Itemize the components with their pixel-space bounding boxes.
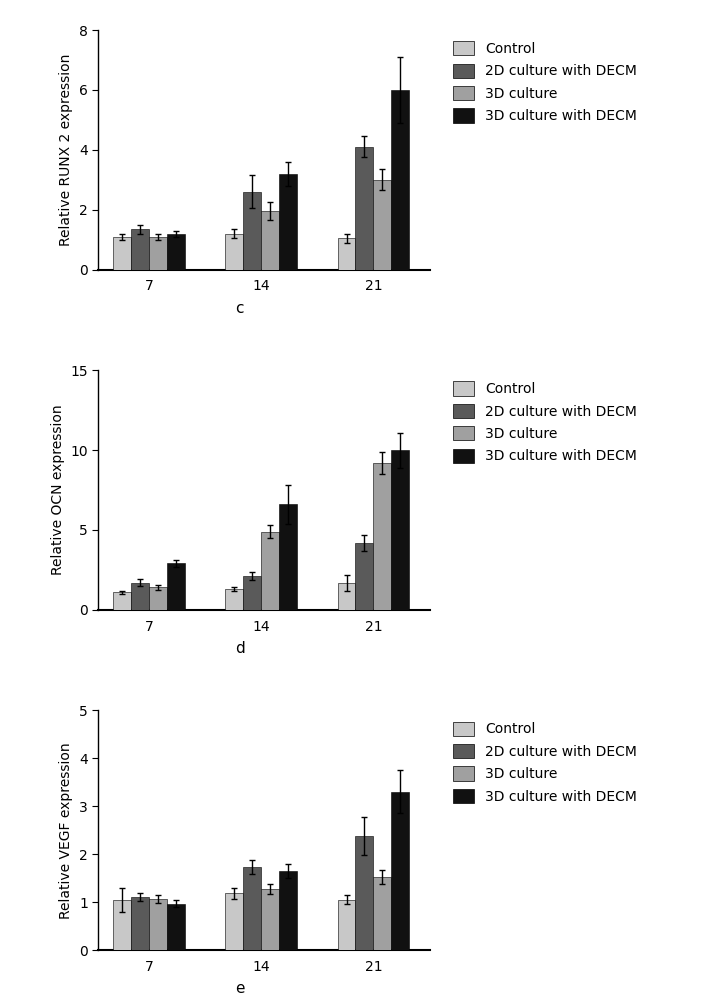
Bar xyxy=(392,450,409,610)
Text: d: d xyxy=(235,641,245,656)
Bar xyxy=(261,532,279,610)
Bar xyxy=(279,504,297,610)
Bar xyxy=(355,543,373,610)
Bar xyxy=(167,904,185,950)
Bar xyxy=(131,229,149,270)
Bar xyxy=(243,192,261,270)
Y-axis label: Relative VEGF expression: Relative VEGF expression xyxy=(60,742,74,919)
Legend: Control, 2D culture with DECM, 3D culture, 3D culture with DECM: Control, 2D culture with DECM, 3D cultur… xyxy=(449,717,641,808)
Text: c: c xyxy=(236,301,244,316)
Bar xyxy=(243,576,261,610)
Bar xyxy=(355,147,373,270)
Bar xyxy=(338,583,355,610)
Bar xyxy=(167,234,185,270)
Bar xyxy=(261,889,279,950)
Bar xyxy=(113,237,131,270)
Bar xyxy=(279,174,297,270)
Bar xyxy=(338,238,355,270)
Bar xyxy=(392,792,409,950)
Bar xyxy=(113,592,131,610)
Bar xyxy=(373,180,392,270)
Bar xyxy=(149,237,167,270)
Bar xyxy=(167,563,185,610)
Bar xyxy=(225,893,243,950)
Bar xyxy=(338,900,355,950)
Legend: Control, 2D culture with DECM, 3D culture, 3D culture with DECM: Control, 2D culture with DECM, 3D cultur… xyxy=(449,377,641,468)
Legend: Control, 2D culture with DECM, 3D culture, 3D culture with DECM: Control, 2D culture with DECM, 3D cultur… xyxy=(449,37,641,127)
Bar xyxy=(149,899,167,950)
Bar xyxy=(279,871,297,950)
Bar xyxy=(243,867,261,950)
Bar xyxy=(261,211,279,270)
Y-axis label: Relative RUNX 2 expression: Relative RUNX 2 expression xyxy=(60,54,74,246)
Y-axis label: Relative OCN expression: Relative OCN expression xyxy=(51,405,65,575)
Bar xyxy=(225,589,243,610)
Bar xyxy=(225,234,243,270)
Bar xyxy=(392,90,409,270)
Bar xyxy=(373,877,392,950)
Bar xyxy=(373,463,392,610)
Bar xyxy=(131,897,149,950)
Bar xyxy=(355,836,373,950)
Bar xyxy=(113,900,131,950)
Bar xyxy=(131,583,149,610)
Text: e: e xyxy=(235,981,244,996)
Bar xyxy=(149,587,167,610)
